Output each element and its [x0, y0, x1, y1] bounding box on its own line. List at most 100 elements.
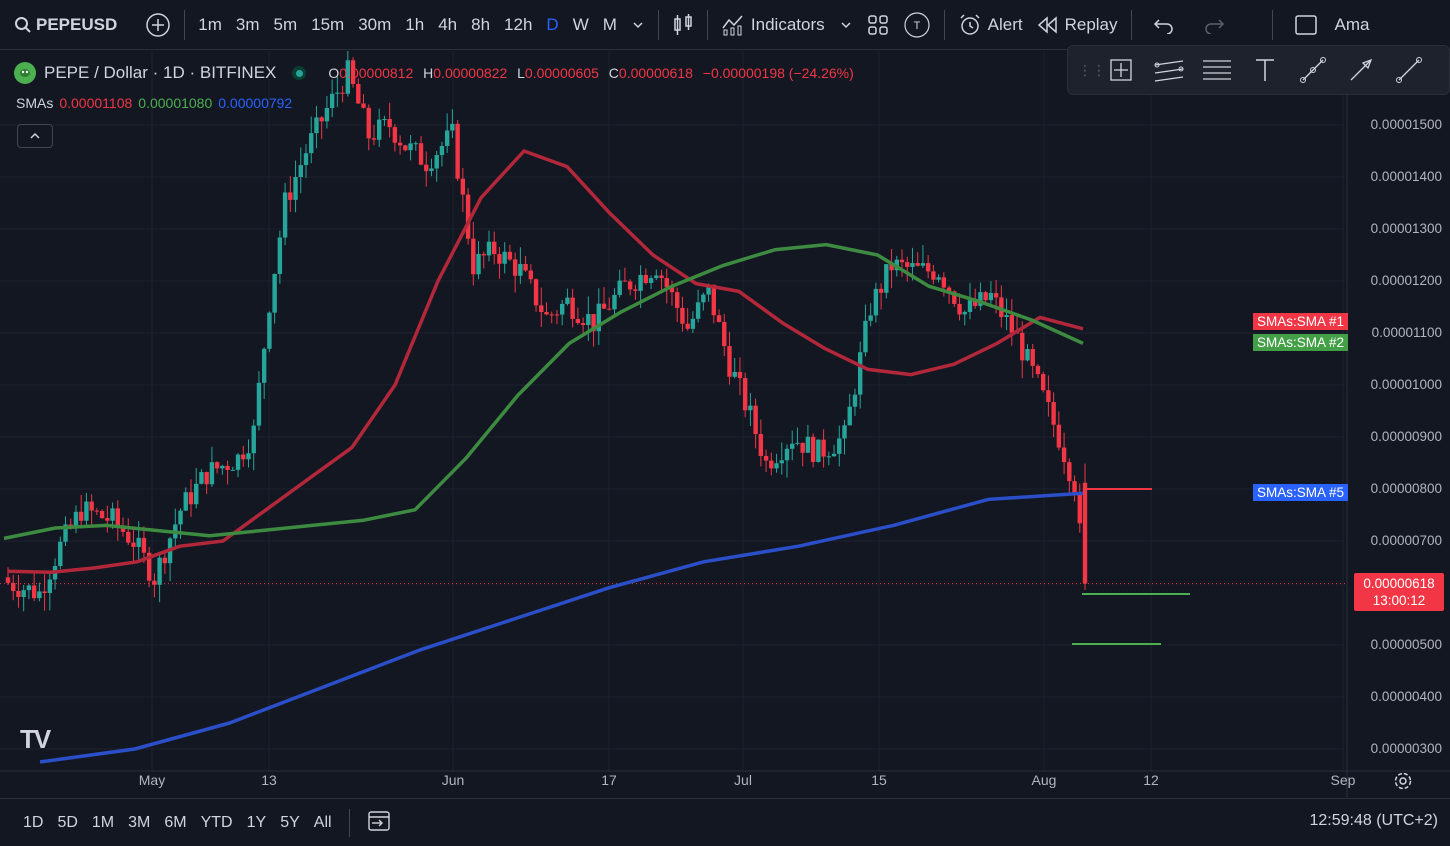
interval-d-button[interactable]: D — [546, 14, 559, 34]
symbol-search-button[interactable]: PEPEUSD — [0, 8, 124, 42]
candle-body — [37, 591, 42, 599]
pitchfork-tool[interactable] — [1148, 49, 1190, 91]
compare-symbol-button[interactable] — [138, 8, 178, 42]
bar-countdown: 13:00:12 — [1372, 593, 1426, 608]
range-1d-button[interactable]: 1D — [23, 813, 44, 831]
alert-button[interactable]: Alert — [951, 8, 1030, 42]
text-tool[interactable] — [1244, 49, 1286, 91]
account-menu-button[interactable]: Ama — [1325, 8, 1377, 42]
sma1-tag[interactable]: SMAs:SMA #1 — [1253, 313, 1349, 330]
fullscreen-button[interactable] — [1287, 8, 1325, 42]
candle-body — [429, 168, 434, 172]
candle-body — [533, 279, 539, 306]
price-tick-label: 0.00001400 — [1370, 169, 1442, 184]
interval-w-button[interactable]: W — [572, 14, 589, 34]
redo-button[interactable] — [1196, 8, 1232, 42]
fib-retracement-tool[interactable] — [1196, 49, 1238, 91]
range-6m-button[interactable]: 6M — [164, 813, 187, 831]
candle-body — [434, 155, 439, 169]
goto-date-button[interactable] — [360, 807, 398, 838]
candle-body — [685, 323, 690, 329]
range-ytd-button[interactable]: YTD — [200, 813, 233, 831]
range-all-button[interactable]: All — [313, 813, 332, 831]
line-icon — [1396, 57, 1422, 83]
candle-body — [607, 308, 612, 310]
interval-8h-button[interactable]: 8h — [471, 14, 491, 34]
range-5d-button[interactable]: 5D — [57, 813, 78, 831]
collapse-legend-button[interactable] — [17, 124, 53, 148]
trend-line-icon — [1300, 57, 1326, 83]
long-position-tool[interactable] — [1100, 49, 1142, 91]
interval-15m-button[interactable]: 15m — [311, 14, 345, 34]
symbol-title[interactable]: PEPE / Dollar · 1D · BITFINEX — [44, 63, 277, 82]
candle-body — [701, 294, 706, 303]
timezone-clock[interactable]: 12:59:48 (UTC+2) — [1309, 812, 1438, 829]
undo-button[interactable] — [1146, 8, 1182, 42]
candle-body — [272, 273, 277, 313]
range-1y-button[interactable]: 1Y — [246, 813, 267, 831]
ohlc-values: O0.00000812 H0.00000822 L0.00000605 C0.0… — [328, 65, 859, 81]
candle-body — [356, 84, 361, 104]
interval-4h-button[interactable]: 4h — [438, 14, 458, 34]
chevron-down-icon — [841, 21, 851, 28]
candle-body — [910, 263, 915, 267]
candle-body — [21, 590, 26, 598]
sma5-tag[interactable]: SMAs:SMA #5 — [1253, 484, 1349, 501]
candle-body — [126, 531, 131, 543]
trend-line-tool[interactable] — [1292, 49, 1334, 91]
candle-body — [256, 382, 262, 426]
divider — [657, 9, 659, 40]
sma-legend[interactable]: SMAs 0.00001108 0.00001080 0.00000792 — [16, 95, 292, 111]
candle-body — [884, 264, 889, 293]
interval-5m-button[interactable]: 5m — [273, 14, 298, 34]
candle-body — [1051, 402, 1056, 425]
candle-body — [214, 462, 220, 469]
divider — [348, 808, 350, 837]
candle-body — [596, 303, 601, 332]
date-tick-label: 17 — [601, 772, 617, 788]
range-1m-button[interactable]: 1M — [91, 813, 115, 831]
drag-handle-icon[interactable]: ⋮⋮ — [1078, 61, 1106, 78]
chart-canvas[interactable] — [0, 51, 1450, 798]
candle-body — [162, 557, 168, 564]
candle-body — [643, 274, 649, 284]
candle-body — [199, 472, 204, 484]
indicator-templates-button[interactable]: T — [896, 8, 938, 42]
candle-body — [465, 194, 471, 239]
interval-1m-button[interactable]: 1m — [198, 14, 222, 34]
candle-body — [293, 177, 298, 200]
interval-1h-button[interactable]: 1h — [405, 14, 425, 34]
indicators-button[interactable]: Indicators — [714, 8, 832, 42]
interval-m-button[interactable]: M — [602, 14, 617, 34]
line-tool[interactable] — [1388, 49, 1430, 91]
indicators-dropdown-button[interactable] — [832, 8, 860, 42]
candle-body — [957, 303, 962, 315]
sma1-line — [7, 149, 1084, 574]
range-5y-button[interactable]: 5Y — [280, 813, 300, 831]
chart-type-button[interactable] — [665, 8, 701, 42]
candle-body — [1082, 482, 1088, 584]
candle-body — [523, 263, 528, 271]
range-3m-button[interactable]: 3M — [128, 813, 151, 831]
sma5-value: 0.00000792 — [218, 95, 293, 111]
candle-body — [235, 454, 241, 470]
candle-body — [831, 453, 837, 457]
tradingview-logo-icon[interactable]: TV — [20, 724, 51, 754]
chart-pane[interactable] — [0, 51, 1450, 798]
candle-body — [863, 320, 868, 353]
candle-body — [962, 311, 967, 315]
candle-body — [779, 460, 784, 464]
candle-body — [993, 293, 999, 298]
chart-settings-button[interactable] — [1393, 771, 1413, 796]
replay-button[interactable]: Replay — [1030, 8, 1125, 42]
interval-3m-button[interactable]: 3m — [235, 14, 260, 34]
candle-body — [905, 262, 910, 267]
arrow-tool[interactable] — [1340, 49, 1382, 91]
layouts-button[interactable] — [860, 8, 896, 42]
open-value: 0.00000812 — [339, 65, 414, 81]
interval-dropdown-button[interactable] — [624, 8, 652, 42]
candle-body — [73, 511, 79, 527]
interval-30m-button[interactable]: 30m — [358, 14, 392, 34]
interval-12h-button[interactable]: 12h — [504, 14, 533, 34]
sma2-tag[interactable]: SMAs:SMA #2 — [1253, 334, 1349, 351]
